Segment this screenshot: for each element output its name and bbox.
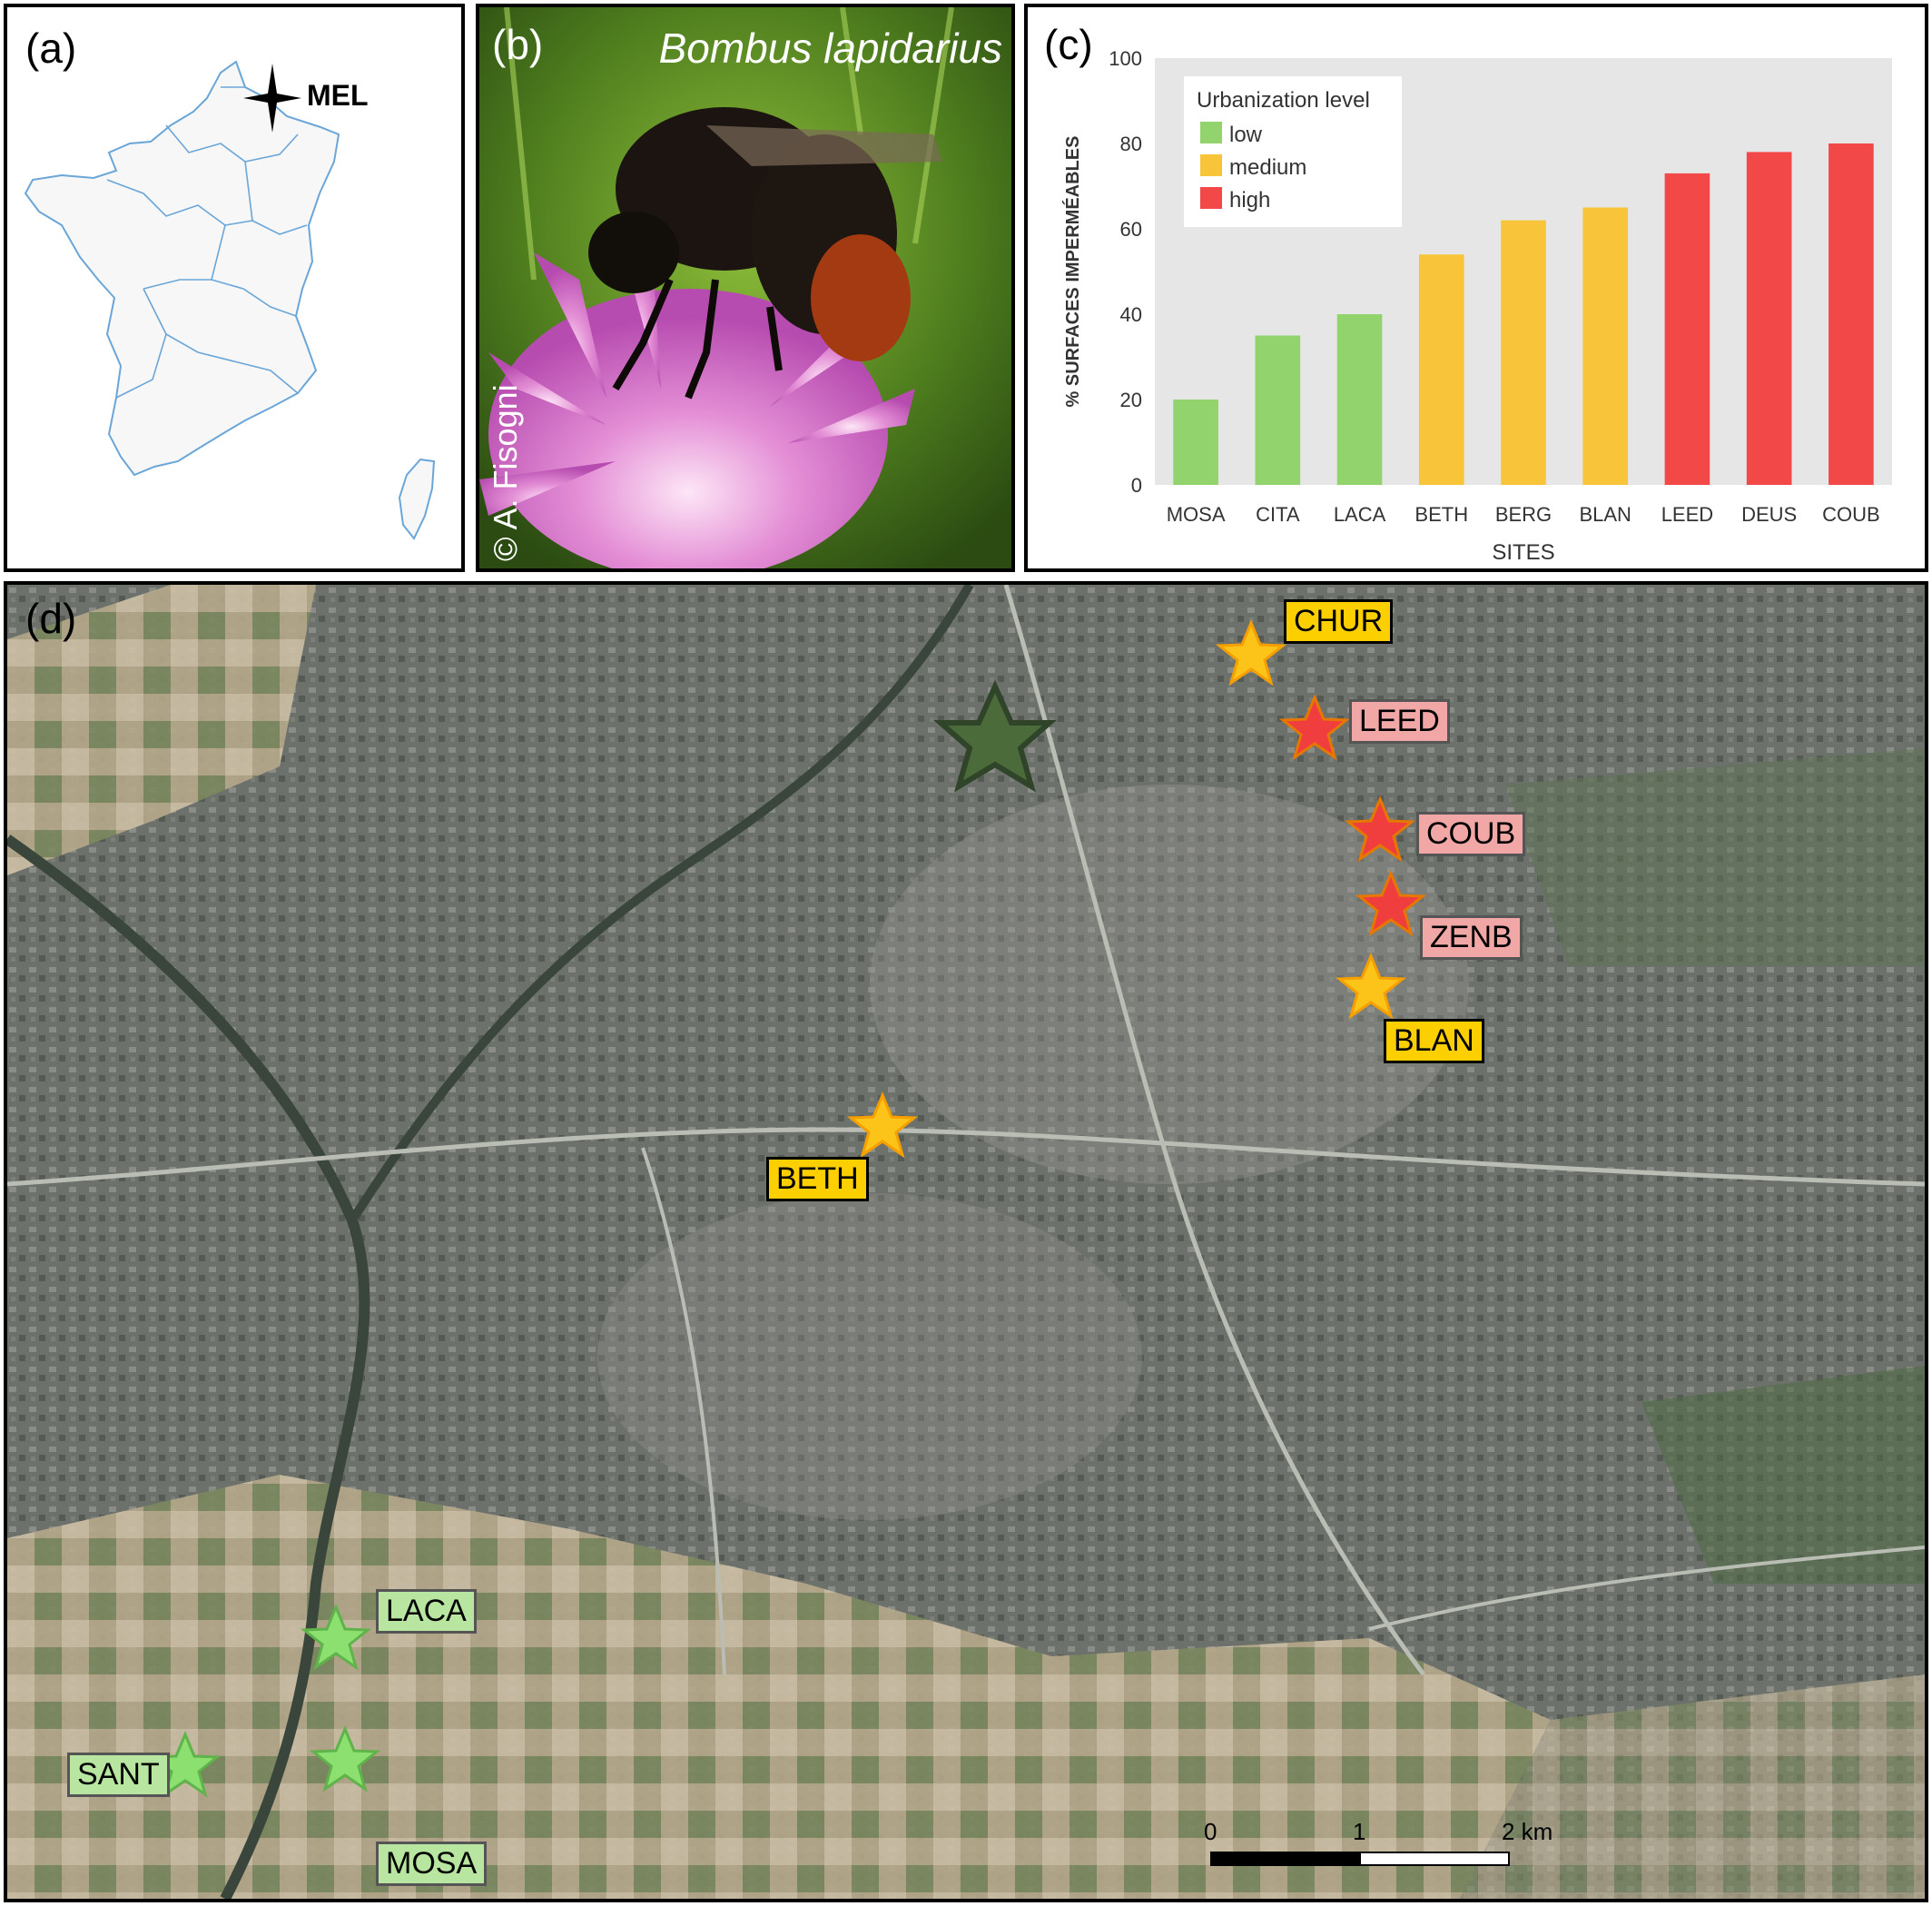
france-mainland: [24, 60, 340, 477]
y-tick-label: 0: [1131, 474, 1142, 497]
site-label-laca: LACA: [376, 1589, 477, 1634]
bars: [1173, 143, 1874, 485]
site-star-beth: [846, 1091, 919, 1159]
panel-c-chart: (c) 0 20 40 60 80 100 MOSA CITA LACA BETH BERG BLA…: [1024, 4, 1928, 572]
x-tick-label: BERG: [1495, 503, 1552, 526]
site-star-laca: [300, 1604, 372, 1671]
panel-b-label: (b): [492, 21, 544, 68]
x-tick-label: COUB: [1822, 503, 1880, 526]
site-star-leed: [1278, 694, 1351, 761]
mel-label: MEL: [307, 79, 369, 112]
panel-d-site-map: 0 1 2 km (d) CHUR LEED COUB ZENB BLAN BE…: [4, 581, 1928, 1902]
bar-laca: [1336, 314, 1383, 485]
roads-and-canals: [7, 585, 1925, 1899]
site-label-coub: COUB: [1416, 812, 1526, 856]
site-label-chur: CHUR: [1284, 599, 1394, 644]
bar-chart: 0 20 40 60 80 100 MOSA CITA LACA BETH BERG BLAN LEE…: [1062, 47, 1892, 565]
site-star-coub: [1344, 795, 1416, 863]
site-label-leed: LEED: [1349, 699, 1450, 744]
citadel: [933, 679, 1057, 793]
scale-tick-2: 2 km: [1502, 1818, 1552, 1845]
site-markers: [149, 619, 1427, 1798]
site-label-zenb: ZENB: [1420, 915, 1523, 960]
bar-berg: [1501, 220, 1546, 485]
site-label-beth: BETH: [766, 1157, 869, 1201]
scale-bar: 0 1 2 km: [1204, 1818, 1552, 1866]
x-tick-label: BETH: [1414, 503, 1468, 526]
site-star-mosa: [309, 1725, 381, 1792]
legend-swatch-low: [1200, 122, 1222, 143]
site-star-blan: [1335, 953, 1407, 1020]
legend-label-high: high: [1229, 188, 1270, 212]
scale-tick-1: 1: [1353, 1818, 1365, 1845]
site-label-sant: SANT: [67, 1753, 170, 1797]
x-tick-label: DEUS: [1741, 503, 1797, 526]
bar-blan: [1582, 207, 1629, 485]
bar-coub: [1828, 143, 1874, 485]
x-tick-label: MOSA: [1167, 503, 1226, 526]
site-label-blan: BLAN: [1384, 1019, 1484, 1063]
photo-credit: © A. Fisogni: [487, 384, 524, 561]
site-star-chur: [1215, 619, 1287, 686]
bar-deus: [1746, 152, 1792, 485]
legend-swatch-medium: [1200, 154, 1222, 176]
bar-leed: [1664, 173, 1710, 485]
site-star-zenb: [1355, 870, 1427, 937]
x-tick-label: LACA: [1334, 503, 1386, 526]
legend-title: Urbanization level: [1197, 88, 1370, 113]
grass-stems: [504, 7, 954, 281]
scale-segment-white: [1359, 1852, 1510, 1866]
mel-star-marker: [243, 64, 301, 133]
y-tick-label: 100: [1109, 47, 1142, 70]
bee-body: [588, 107, 942, 400]
panel-d-label: (d): [25, 595, 77, 642]
corsica: [398, 458, 436, 540]
scale-segment-black: [1210, 1852, 1361, 1866]
aerial-map: 0 1 2 km: [7, 585, 1925, 1899]
panel-a-france-map: (a) MEL: [4, 4, 465, 572]
y-axis-title: % SURFACES IMPERMÉABLES: [1062, 136, 1083, 408]
panel-b-bee-photo: (b) Bombus lapidarius © A. Fisogni: [476, 4, 1015, 572]
bar-mosa: [1173, 400, 1218, 485]
y-axis-ticks: 0 20 40 60 80 100: [1109, 47, 1142, 497]
panel-a-label: (a): [25, 25, 77, 72]
bar-cita: [1255, 335, 1301, 485]
scale-tick-0: 0: [1204, 1818, 1217, 1845]
y-tick-label: 80: [1120, 133, 1142, 155]
y-tick-label: 60: [1120, 218, 1142, 241]
legend: Urbanization level low medium high: [1184, 76, 1402, 227]
legend-label-low: low: [1229, 123, 1263, 147]
france-outline: MEL: [24, 60, 436, 540]
site-label-mosa: MOSA: [376, 1842, 488, 1886]
species-name: Bombus lapidarius: [658, 25, 1002, 72]
bar-beth: [1418, 254, 1464, 485]
x-tick-label: CITA: [1256, 503, 1300, 526]
x-tick-label: LEED: [1661, 503, 1713, 526]
bee-illustration: [479, 7, 1011, 568]
dense-city-centre: [597, 785, 1469, 1520]
legend-swatch-high: [1200, 187, 1222, 209]
region-borders: [106, 86, 308, 399]
y-tick-label: 40: [1120, 303, 1142, 326]
legend-label-medium: medium: [1229, 155, 1306, 180]
y-tick-label: 20: [1120, 389, 1142, 411]
x-tick-label: BLAN: [1579, 503, 1631, 526]
x-axis-title: SITES: [1492, 540, 1554, 565]
panel-c-label: (c): [1044, 21, 1093, 68]
x-axis-ticks: MOSA CITA LACA BETH BERG BLAN LEED DEUS COUB: [1167, 503, 1880, 526]
